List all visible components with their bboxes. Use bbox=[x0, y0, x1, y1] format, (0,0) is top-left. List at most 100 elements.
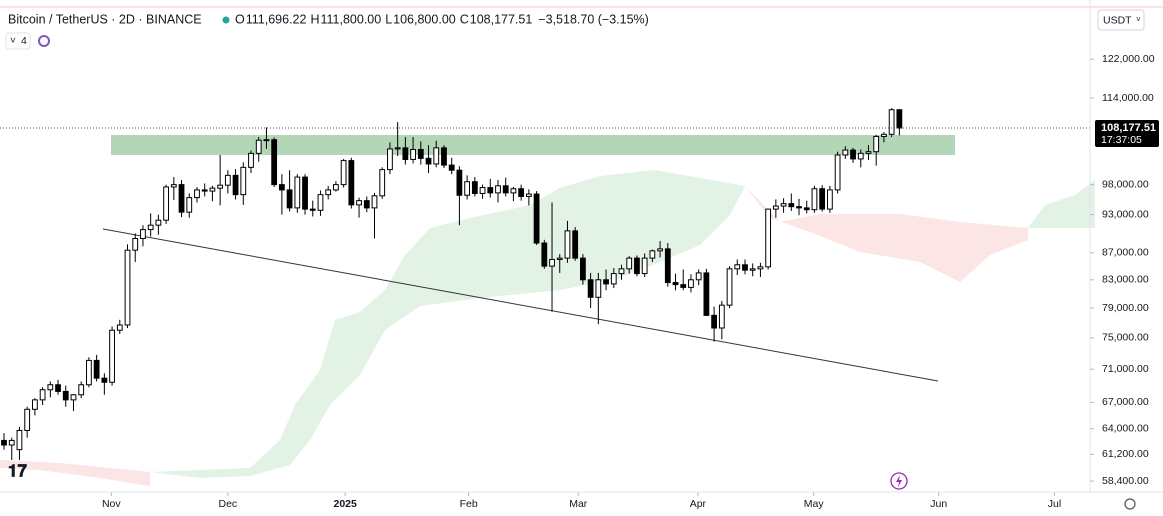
candle-body-down bbox=[580, 257, 586, 281]
chevron: ˅ bbox=[10, 36, 16, 47]
candle-body-down bbox=[101, 377, 108, 383]
candle-body-up bbox=[24, 408, 31, 431]
candle-body-down bbox=[664, 248, 671, 284]
candle-body-up bbox=[525, 193, 532, 197]
indicators-toggle[interactable] bbox=[5, 32, 31, 50]
candle-body-down bbox=[850, 149, 856, 160]
y-tick-label: 87,000.00 bbox=[1102, 247, 1149, 259]
currency-button[interactable] bbox=[1097, 9, 1145, 31]
candle-body-up bbox=[70, 394, 77, 401]
ichimoku-cloud bbox=[0, 170, 1095, 486]
x-tick-label: Jul bbox=[1048, 498, 1061, 510]
candle-body-down bbox=[518, 188, 525, 197]
candle-body-down bbox=[896, 109, 903, 129]
y-tick-label: 58,400.00 bbox=[1102, 475, 1149, 487]
last-price-tag bbox=[1095, 120, 1159, 148]
logo: 𝟏𝟕 bbox=[8, 461, 27, 480]
candle-body-up bbox=[163, 186, 169, 221]
status-dot bbox=[222, 16, 230, 24]
trend-line bbox=[102, 228, 939, 382]
candle-body-up bbox=[549, 258, 555, 267]
ohlc-value: 106,800.00 bbox=[393, 12, 456, 26]
candle-body-down bbox=[286, 189, 293, 209]
candle-body-up bbox=[371, 195, 378, 209]
candle-body-up bbox=[325, 189, 332, 196]
candle-body-down bbox=[201, 189, 208, 192]
candle-body-down bbox=[819, 188, 826, 210]
candle-body-up bbox=[865, 151, 872, 154]
candle-body-up bbox=[410, 148, 416, 160]
candle-body-up bbox=[811, 188, 818, 211]
candle-body-down bbox=[178, 184, 185, 213]
candle-body-down bbox=[541, 242, 548, 267]
change: −3,518.70 (−3.15%) bbox=[538, 12, 649, 26]
y-tick-label: 75,000.00 bbox=[1102, 332, 1149, 344]
candle-body-down bbox=[634, 257, 640, 275]
candle-body-up bbox=[340, 160, 347, 186]
candle-body-up bbox=[688, 279, 694, 288]
indicator-count: 4 bbox=[21, 35, 27, 47]
candle-body-up bbox=[194, 189, 200, 199]
candle-body-up bbox=[510, 188, 517, 194]
candle-body-up bbox=[649, 250, 656, 259]
bolt bbox=[896, 475, 902, 487]
y-tick-label: 64,000.00 bbox=[1102, 422, 1149, 434]
candle-body-up bbox=[433, 147, 440, 165]
y-tick-label: 79,000.00 bbox=[1102, 302, 1149, 314]
candle-body-down bbox=[471, 181, 478, 194]
candle-body-up bbox=[47, 384, 54, 391]
candle-body-up bbox=[873, 135, 880, 153]
candle-body-down bbox=[55, 384, 61, 392]
candle-body-down bbox=[680, 284, 687, 288]
candle-body-down bbox=[603, 279, 609, 285]
ohlc-label: C bbox=[460, 12, 469, 26]
candle-body-down bbox=[711, 314, 718, 329]
candle-body-down bbox=[232, 174, 239, 196]
y-tick-label: 93,000.00 bbox=[1102, 208, 1149, 220]
x-tick-label: Dec bbox=[219, 498, 238, 510]
candle-body-up bbox=[263, 139, 270, 142]
candle-body-up bbox=[842, 149, 849, 156]
settings-icon[interactable] bbox=[1124, 498, 1136, 510]
last-price-label: 108,177.51 bbox=[1101, 122, 1156, 134]
x-tick-label: Feb bbox=[460, 498, 478, 510]
candle-body-up bbox=[132, 238, 139, 251]
candle-body-up bbox=[209, 187, 216, 192]
candle-body-up bbox=[16, 429, 23, 451]
countdown-label: 17:37:05 bbox=[1101, 134, 1142, 146]
ohlc-value: 108,177.51 bbox=[470, 12, 533, 26]
candle-body-down bbox=[572, 230, 579, 259]
candle-body-up bbox=[86, 359, 92, 386]
candle-body-up bbox=[124, 249, 131, 326]
candle-body-up bbox=[394, 147, 401, 150]
candle-body-down bbox=[533, 193, 540, 244]
candle-body-up bbox=[618, 268, 625, 275]
candle-body-down bbox=[271, 139, 278, 186]
candle-body-up bbox=[140, 229, 146, 240]
x-tick-label: May bbox=[804, 498, 825, 510]
candle-body-up bbox=[356, 200, 362, 206]
resistance-zone bbox=[111, 135, 955, 155]
candle-body-down bbox=[803, 207, 810, 211]
y-tick-label: 67,000.00 bbox=[1102, 396, 1149, 408]
candle-body-down bbox=[62, 390, 69, 401]
candle-body-up bbox=[695, 272, 702, 281]
candle-body-down bbox=[441, 147, 447, 166]
candle-body-up bbox=[595, 279, 602, 298]
currency-chevron: ˅ bbox=[1136, 15, 1141, 24]
candle-body-up bbox=[155, 219, 162, 226]
x-tick-label: Mar bbox=[569, 498, 588, 510]
candle-body-up bbox=[834, 154, 841, 191]
candle-body-up bbox=[479, 187, 486, 194]
candle-body-down bbox=[363, 200, 370, 209]
cloud-bearish bbox=[0, 460, 150, 486]
candle-body-up bbox=[294, 176, 301, 209]
sync-icon[interactable] bbox=[38, 35, 50, 47]
candle-body-down bbox=[502, 185, 509, 194]
candle-body-up bbox=[826, 189, 833, 210]
candle-body-up bbox=[186, 197, 193, 213]
candle-body-up bbox=[387, 148, 393, 171]
candle-body-down bbox=[93, 359, 100, 379]
y-tick-label: 114,000.00 bbox=[1102, 92, 1154, 104]
